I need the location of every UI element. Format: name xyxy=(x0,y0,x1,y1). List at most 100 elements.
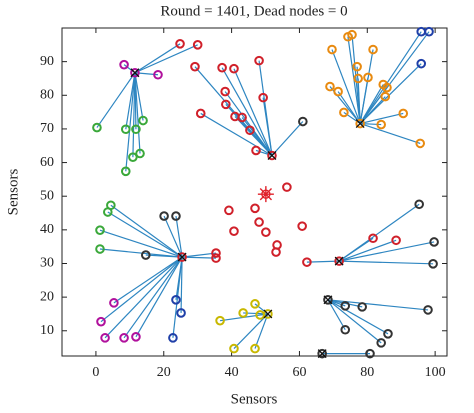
link xyxy=(175,215,183,258)
isolated-node xyxy=(282,182,292,192)
sensor-node xyxy=(190,61,200,72)
cluster-head-cross xyxy=(355,119,365,129)
sensor-node xyxy=(175,39,185,49)
y-tick-label: 40 xyxy=(40,222,54,237)
link xyxy=(104,256,183,339)
link xyxy=(132,72,136,158)
cluster-head xyxy=(317,348,327,359)
cluster-head-cross xyxy=(177,252,187,262)
sensor-node xyxy=(215,315,225,326)
isolated-node xyxy=(271,247,281,257)
link xyxy=(327,299,389,335)
link xyxy=(134,43,181,74)
sensor-node xyxy=(325,81,335,92)
sensor-node xyxy=(414,199,424,210)
x-tick-label: 40 xyxy=(225,365,239,380)
sensor-node xyxy=(102,207,113,217)
sensor-node xyxy=(382,82,392,93)
sensor-node xyxy=(109,298,119,308)
sensor-node xyxy=(176,308,186,318)
isolated-node xyxy=(297,221,307,231)
sensor-node xyxy=(92,122,102,133)
sensor-node xyxy=(95,244,105,254)
link xyxy=(327,299,382,344)
y-axis-label: Sensors xyxy=(5,169,21,216)
x-tick-label: 80 xyxy=(360,365,374,380)
sensor-node xyxy=(339,107,349,118)
cluster-head xyxy=(130,67,140,78)
links xyxy=(96,31,435,355)
sensor-node xyxy=(229,343,239,354)
link xyxy=(134,72,144,121)
sensor-node xyxy=(251,145,261,156)
sensor-node xyxy=(429,237,439,247)
link xyxy=(255,149,273,157)
sensor-node xyxy=(120,124,131,135)
sensor-node xyxy=(217,62,227,73)
sensor-node xyxy=(245,125,255,136)
link xyxy=(331,49,361,124)
sensor-node xyxy=(365,348,375,359)
isolated-node xyxy=(224,205,234,216)
link xyxy=(99,229,183,258)
link xyxy=(125,72,136,172)
sensor-node xyxy=(211,253,221,263)
sensor-node xyxy=(229,63,239,74)
x-axis-label: Sensors xyxy=(231,391,278,407)
sensor-node xyxy=(96,316,106,327)
link xyxy=(123,256,183,339)
link xyxy=(145,254,183,258)
sensor-node xyxy=(171,295,181,305)
sensor-node xyxy=(195,108,206,119)
sensor-node xyxy=(340,301,351,311)
sensor-node xyxy=(237,112,247,123)
sensor-node xyxy=(211,248,221,258)
link xyxy=(337,91,361,124)
link xyxy=(182,252,217,258)
sensor-node xyxy=(254,55,264,66)
sensor-node xyxy=(250,299,260,309)
sensor-node xyxy=(391,235,401,246)
cluster-head-cross xyxy=(263,309,273,319)
sensor-node xyxy=(428,259,438,269)
isolated-node xyxy=(229,226,239,236)
link xyxy=(107,211,183,258)
link xyxy=(357,78,361,124)
sensor-node xyxy=(340,324,351,335)
sensor-node xyxy=(376,338,386,348)
sensor-node xyxy=(363,72,373,83)
link xyxy=(134,44,198,74)
sensor-node xyxy=(171,211,181,221)
link xyxy=(180,257,183,313)
isolated-node xyxy=(261,227,271,238)
sensor-node xyxy=(258,92,268,103)
link xyxy=(359,31,430,124)
link xyxy=(172,257,183,338)
sensor-node xyxy=(383,328,393,339)
link xyxy=(271,121,304,156)
cluster-head-cross xyxy=(267,151,277,160)
sensor-node xyxy=(100,333,110,343)
cluster-head-cross xyxy=(323,295,333,305)
sensor-node xyxy=(376,119,386,130)
sensor-node xyxy=(192,40,203,50)
sensor-node xyxy=(119,333,129,343)
sensor-node xyxy=(333,86,343,97)
sensor-node xyxy=(347,29,357,40)
cluster-head xyxy=(177,252,187,262)
link xyxy=(100,256,183,323)
y-tick-label: 30 xyxy=(40,256,54,271)
link xyxy=(233,313,269,350)
link xyxy=(339,241,435,262)
link xyxy=(359,31,422,124)
sensor-node xyxy=(220,86,230,97)
sensor-node xyxy=(131,332,141,342)
link xyxy=(327,299,346,331)
sensor-node xyxy=(168,333,178,343)
sensor-node xyxy=(416,58,427,69)
sensor-node xyxy=(424,26,434,37)
sensor-node xyxy=(120,166,131,177)
link xyxy=(338,239,397,262)
